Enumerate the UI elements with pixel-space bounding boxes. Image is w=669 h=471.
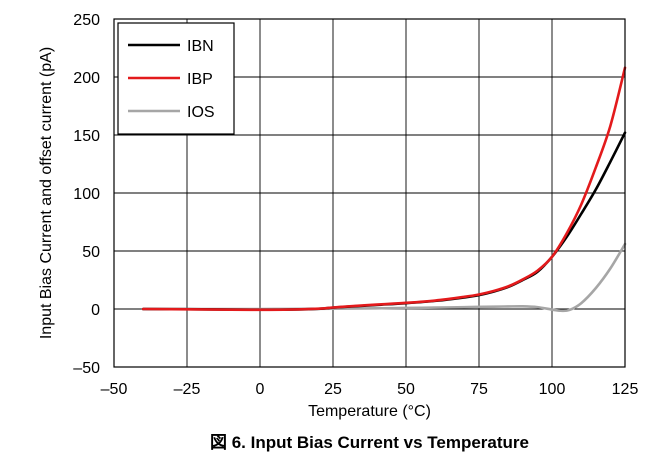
data-series: [141, 66, 627, 313]
x-tick-labels: –50 –25 0 25 50 75 100 125: [101, 381, 639, 398]
figure-caption: 図 6. Input Bias Current vs Temperature: [210, 433, 529, 452]
y-tick-label: 50: [82, 244, 100, 261]
y-tick-labels: –50 0 50 100 150 200 250: [73, 12, 100, 377]
legend: IBN IBP IOS: [117, 22, 235, 135]
x-tick-label: 50: [397, 381, 415, 398]
y-tick-label: 200: [73, 70, 100, 87]
y-axis-title: Input Bias Current and offset current (p…: [38, 47, 55, 339]
x-tick-label: –25: [174, 381, 201, 398]
series-line-ibp: [141, 66, 627, 312]
y-tick-label: 100: [73, 186, 100, 203]
y-tick-label: 150: [73, 128, 100, 145]
y-tick-label: 250: [73, 12, 100, 29]
legend-label-ibn: IBN: [187, 38, 214, 55]
legend-label-ibp: IBP: [187, 71, 213, 88]
legend-entries: IBN IBP IOS: [128, 38, 215, 121]
x-axis-title: Temperature (°C): [308, 403, 431, 420]
y-tick-label: –50: [73, 360, 100, 377]
grid-lines: [114, 19, 625, 367]
x-tick-label: 100: [539, 381, 566, 398]
x-tick-label: 25: [324, 381, 342, 398]
y-tick-label: 0: [91, 302, 100, 319]
x-tick-label: 0: [256, 381, 265, 398]
plot-frame: [113, 18, 626, 368]
x-tick-label: –50: [101, 381, 128, 398]
x-tick-label: 75: [470, 381, 488, 398]
legend-label-ios: IOS: [187, 104, 215, 121]
x-tick-label: 125: [612, 381, 639, 398]
